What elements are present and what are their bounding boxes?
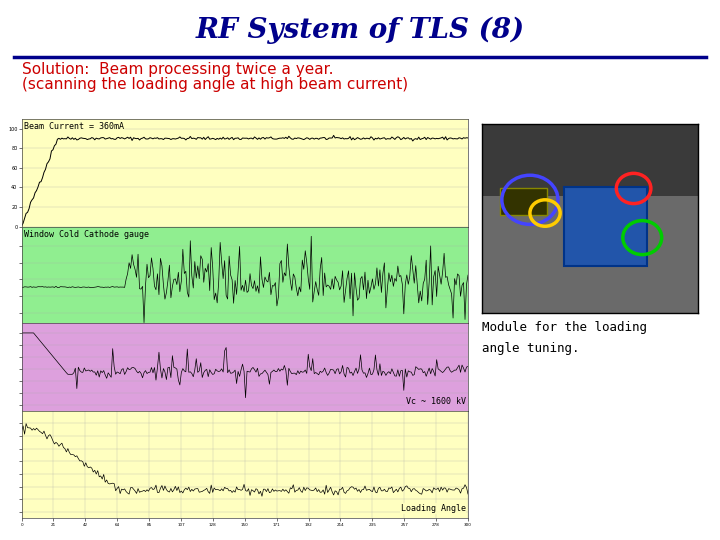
Bar xyxy=(564,186,647,266)
Text: angle tuning.: angle tuning. xyxy=(482,342,580,355)
Bar xyxy=(482,124,698,196)
Text: Module for the loading: Module for the loading xyxy=(482,321,647,334)
Bar xyxy=(500,188,547,215)
Text: RF System of TLS (8): RF System of TLS (8) xyxy=(195,16,525,44)
Bar xyxy=(482,196,698,313)
Text: Beam Current = 360mA: Beam Current = 360mA xyxy=(24,122,124,131)
Text: Loading Angle: Loading Angle xyxy=(401,504,466,513)
Text: Solution:  Beam processing twice a year.: Solution: Beam processing twice a year. xyxy=(22,62,333,77)
Text: Vc ~ 1600 kV: Vc ~ 1600 kV xyxy=(406,397,466,406)
Text: (scanning the loading angle at high beam current): (scanning the loading angle at high beam… xyxy=(22,77,408,92)
Text: Window Cold Cathode gauge: Window Cold Cathode gauge xyxy=(24,230,149,239)
